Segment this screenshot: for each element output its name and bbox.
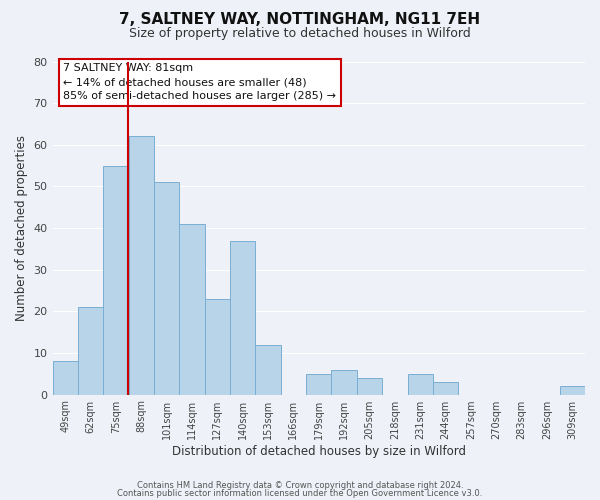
Bar xyxy=(154,182,179,394)
Bar xyxy=(256,344,281,395)
Bar xyxy=(560,386,585,394)
Bar xyxy=(433,382,458,394)
Y-axis label: Number of detached properties: Number of detached properties xyxy=(15,135,28,321)
Bar xyxy=(128,136,154,394)
Bar xyxy=(230,240,256,394)
Bar xyxy=(306,374,331,394)
Bar xyxy=(357,378,382,394)
Text: 7 SALTNEY WAY: 81sqm
← 14% of detached houses are smaller (48)
85% of semi-detac: 7 SALTNEY WAY: 81sqm ← 14% of detached h… xyxy=(63,63,336,101)
X-axis label: Distribution of detached houses by size in Wilford: Distribution of detached houses by size … xyxy=(172,444,466,458)
Bar xyxy=(331,370,357,394)
Bar xyxy=(205,299,230,394)
Text: Contains HM Land Registry data © Crown copyright and database right 2024.: Contains HM Land Registry data © Crown c… xyxy=(137,481,463,490)
Bar xyxy=(179,224,205,394)
Bar xyxy=(407,374,433,394)
Bar xyxy=(53,362,78,394)
Text: 7, SALTNEY WAY, NOTTINGHAM, NG11 7EH: 7, SALTNEY WAY, NOTTINGHAM, NG11 7EH xyxy=(119,12,481,28)
Bar xyxy=(103,166,128,394)
Text: Size of property relative to detached houses in Wilford: Size of property relative to detached ho… xyxy=(129,28,471,40)
Text: Contains public sector information licensed under the Open Government Licence v3: Contains public sector information licen… xyxy=(118,488,482,498)
Bar xyxy=(78,307,103,394)
